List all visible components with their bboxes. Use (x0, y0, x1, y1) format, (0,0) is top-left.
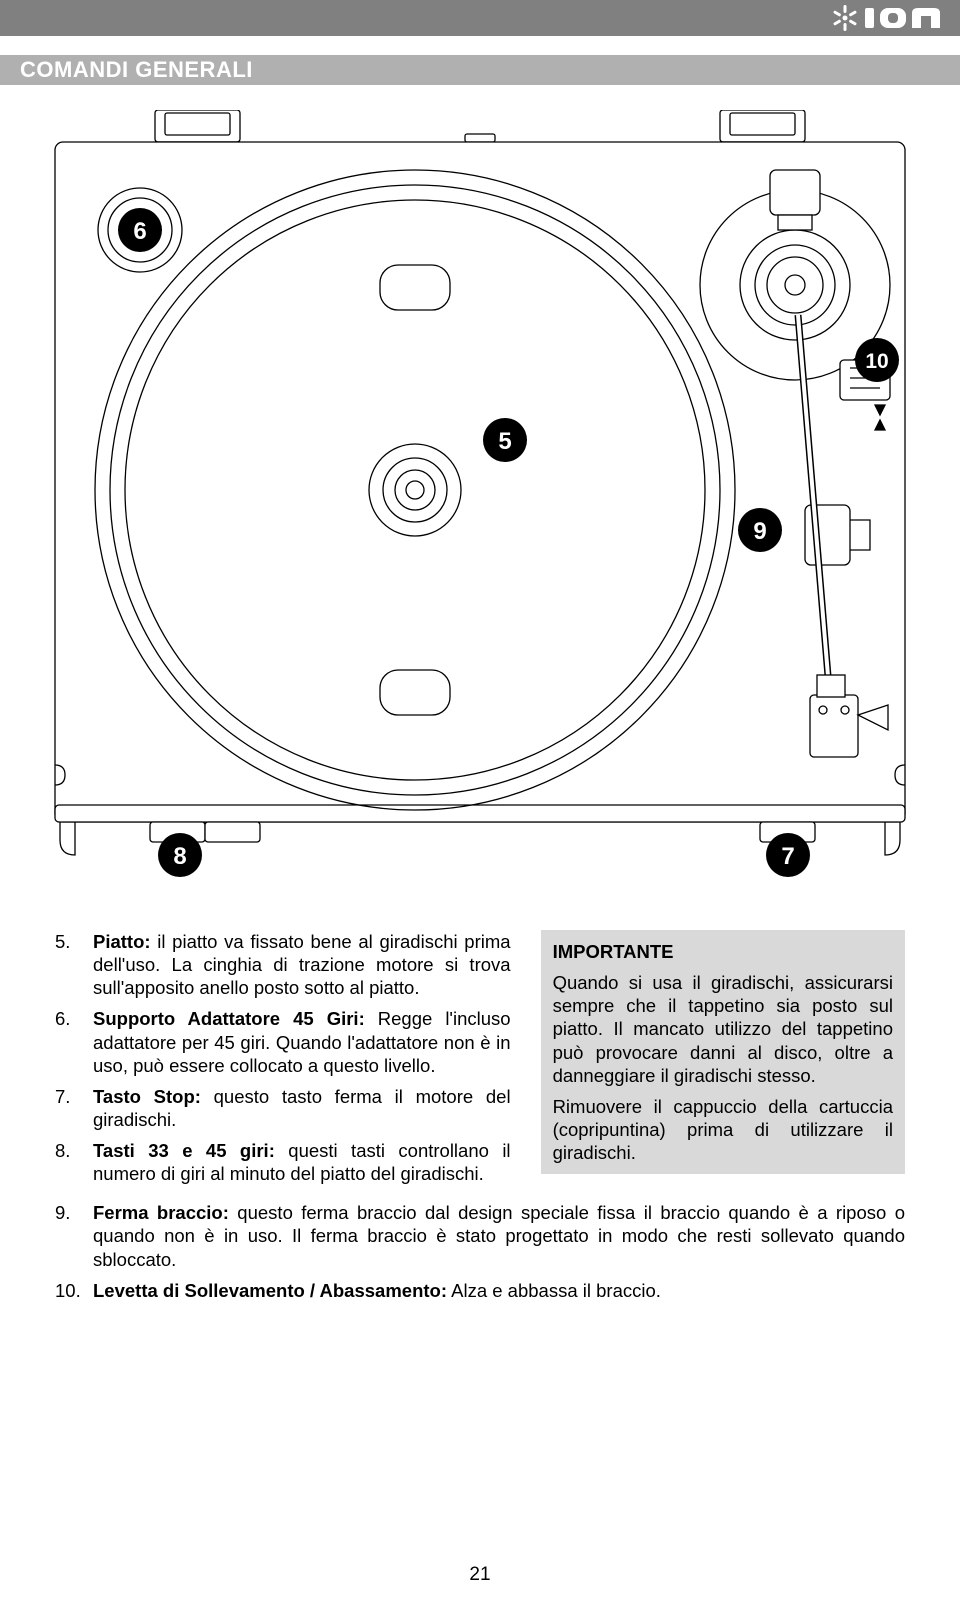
list-item: 6. Supporto Adattatore 45 Giri: Regge l'… (55, 1007, 511, 1076)
list-item: 10. Levetta di Sollevamento / Abassament… (55, 1279, 905, 1302)
list-item: 7. Tasto Stop: questo tasto ferma il mot… (55, 1085, 511, 1131)
callout-9: 9 (753, 518, 766, 545)
brand-logo (830, 3, 950, 33)
list-item: 5. Piatto: il piatto va fissato bene al … (55, 930, 511, 999)
page-number: 21 (0, 1564, 960, 1586)
section-title: COMANDI GENERALI (20, 57, 253, 83)
text-content: 5. Piatto: il piatto va fissato bene al … (55, 930, 905, 1310)
important-box: IMPORTANTE Quando si usa il giradischi, … (541, 930, 905, 1174)
callout-8: 8 (173, 843, 186, 870)
header-bar (0, 0, 960, 36)
callout-5: 5 (498, 428, 511, 455)
turntable-diagram: 6 5 9 10 8 7 (30, 110, 930, 900)
section-title-bar: COMANDI GENERALI (0, 55, 960, 85)
callout-10: 10 (865, 350, 888, 373)
list-item: 9. Ferma braccio: questo ferma braccio d… (55, 1201, 905, 1270)
callout-7: 7 (781, 843, 794, 870)
callout-6: 6 (133, 218, 146, 245)
list-item: 8. Tasti 33 e 45 giri: questi tasti cont… (55, 1139, 511, 1185)
